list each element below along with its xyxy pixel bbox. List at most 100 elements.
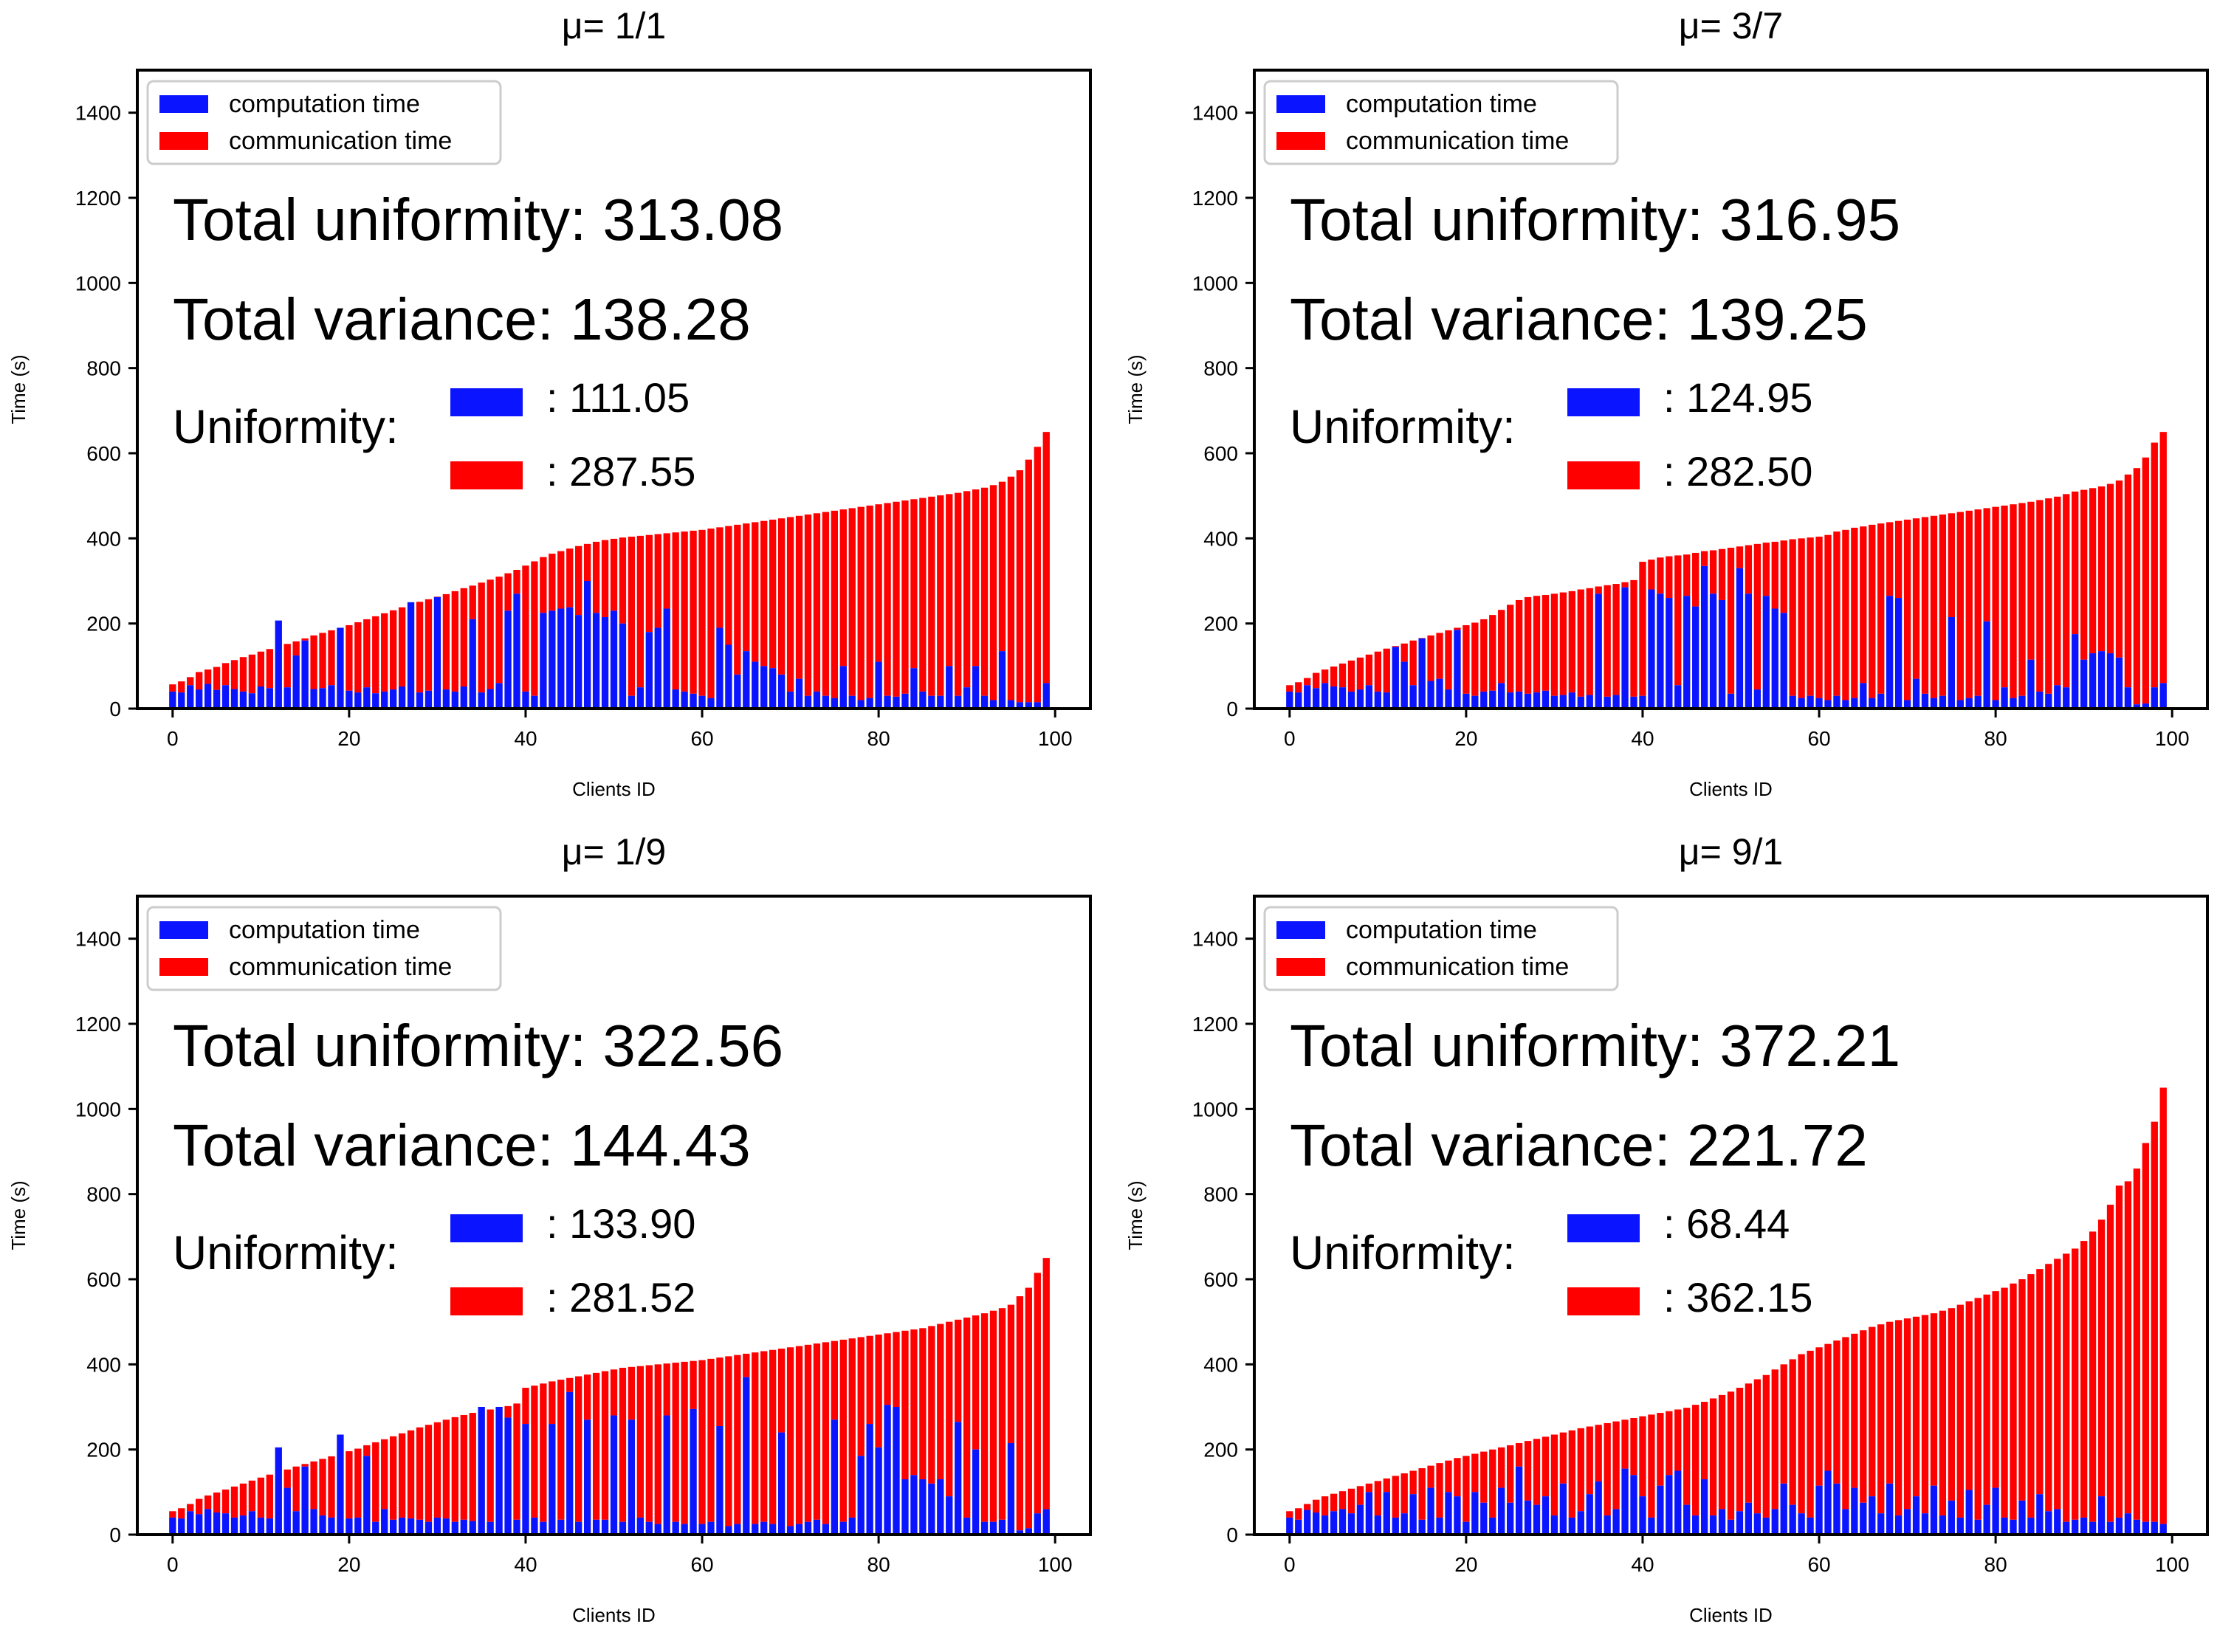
bar-communication [1753, 543, 1762, 690]
bar-communication [1860, 526, 1867, 684]
bar-computation [2036, 691, 2044, 709]
bar-computation [1383, 1492, 1390, 1535]
bar-computation [328, 1517, 335, 1535]
bar-computation [469, 1521, 476, 1535]
bar-computation [1869, 698, 1876, 709]
bar-communication [1939, 514, 1947, 696]
bar-computation [1939, 695, 1947, 709]
bar-computation [2159, 1524, 2167, 1535]
bar-computation [504, 1417, 512, 1535]
subplot-1: μ= 1/1 0 200 400 600 800 1000 1200 1400 0 20 40 60 80… [0, 0, 1117, 826]
y-tick-label: 800 [1203, 357, 1238, 380]
bar-computation [963, 687, 971, 709]
bar-communication [1427, 1465, 1434, 1488]
bar-computation [1674, 1470, 1682, 1535]
y-tick-label: 400 [86, 527, 121, 550]
bar-computation [901, 1479, 909, 1535]
bar-communication [690, 530, 697, 694]
bar-computation [460, 1519, 467, 1535]
bar-computation [310, 1509, 317, 1535]
bar-computation [1974, 1519, 1982, 1535]
bar-computation [337, 627, 344, 709]
x-tick-label: 80 [1984, 727, 2007, 750]
bar-computation [752, 1524, 759, 1535]
bar-communication [354, 1448, 362, 1518]
bar-communication [822, 512, 830, 696]
bar-communication [178, 681, 185, 693]
bar-computation [1612, 695, 1620, 709]
bar-computation [1533, 1504, 1541, 1535]
bar-communication [2063, 1253, 2070, 1522]
bar-computation [433, 1517, 441, 1535]
bar-communication [566, 548, 574, 608]
bar-computation [1321, 683, 1329, 709]
bar-communication [884, 1333, 891, 1405]
bar-computation [1807, 695, 1814, 709]
bar-computation [1286, 1517, 1293, 1535]
bar-communication [1356, 1486, 1364, 1505]
x-tick-label: 20 [1454, 727, 1477, 750]
bar-communication [1347, 660, 1355, 692]
bar-computation [1700, 1479, 1708, 1535]
bar-communication [1454, 627, 1461, 630]
bar-communication [804, 514, 812, 696]
legend-swatch-communication [1276, 958, 1325, 976]
uniformity-value-computation: : 111.05 [546, 374, 690, 421]
bar-communication [1550, 593, 1558, 696]
bar-communication [583, 543, 591, 581]
bar-communication [822, 1342, 830, 1524]
bar-computation [1418, 1519, 1426, 1535]
bar-communication [549, 554, 556, 611]
bar-communication [169, 684, 176, 692]
bar-computation [2001, 1517, 2008, 1535]
bar-communication [1894, 1320, 1903, 1516]
bar-computation [1736, 568, 1744, 709]
bar-communication [301, 638, 309, 641]
bars-group [1286, 432, 2167, 709]
bar-communication [795, 515, 803, 679]
bar-computation [169, 1517, 176, 1535]
bar-computation [698, 1524, 706, 1535]
bar-computation [2115, 657, 2123, 709]
bar-communication [1400, 1473, 1408, 1514]
x-tick-label: 40 [514, 727, 537, 750]
bar-communication [2072, 491, 2079, 635]
bar-communication [946, 494, 953, 667]
bar-computation [1851, 1487, 1858, 1535]
bar-communication [893, 1332, 900, 1407]
bar-computation [478, 1407, 485, 1535]
bar-communication [928, 1326, 935, 1484]
bar-communication [601, 540, 609, 618]
y-tick-label: 0 [1226, 698, 1238, 720]
bar-communication [1559, 1432, 1567, 1484]
bar-communication [1338, 663, 1347, 688]
bar-communication [389, 610, 397, 690]
bar-communication [248, 1480, 256, 1512]
bar-communication [2027, 1274, 2035, 1518]
bar-computation [1851, 698, 1858, 709]
bar-computation [583, 581, 591, 709]
bar-computation [549, 610, 556, 709]
bar-communication [425, 1425, 433, 1522]
bar-communication [786, 517, 794, 692]
bar-communication [866, 1335, 873, 1425]
bar-computation [442, 689, 450, 709]
bar-communication [213, 1492, 221, 1513]
plot-frame [136, 895, 1092, 1536]
bar-computation [283, 1487, 291, 1535]
x-tick-label: 80 [867, 1553, 890, 1576]
y-tick-label: 1400 [1192, 102, 1238, 125]
bar-communication [2106, 483, 2114, 654]
bar-communication [2133, 1169, 2141, 1520]
bar-communication [1025, 459, 1032, 703]
bar-computation [690, 693, 697, 709]
bar-computation [2054, 1509, 2061, 1535]
bar-computation [1295, 1519, 1302, 1535]
bar-computation [698, 695, 706, 709]
bar-communication [2089, 488, 2097, 654]
bar-communication [381, 1439, 388, 1510]
annotation-total-variance: Total variance: 221.72 [1290, 1112, 1868, 1178]
bar-communication [1912, 518, 1920, 679]
bar-computation [354, 1517, 362, 1535]
bar-computation [1798, 1513, 1805, 1535]
